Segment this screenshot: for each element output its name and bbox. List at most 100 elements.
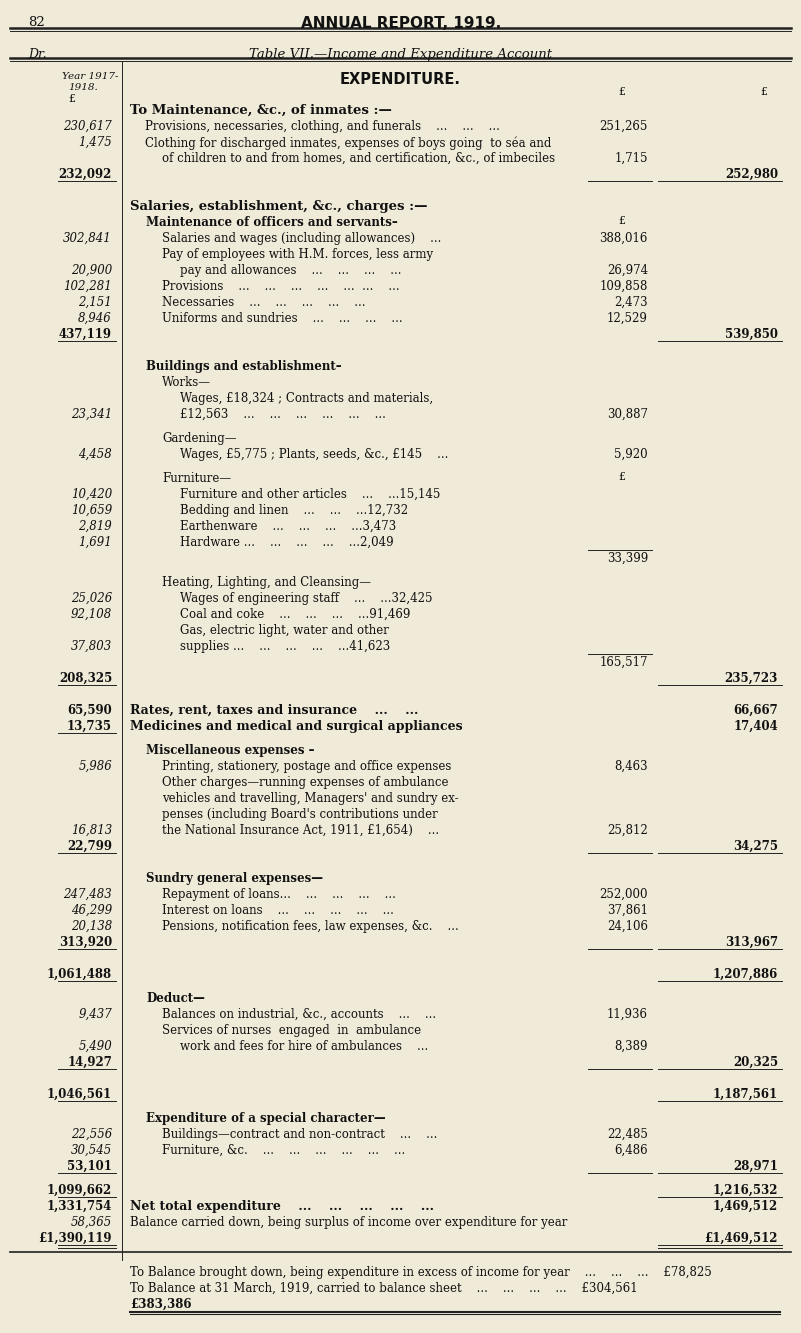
Text: Dr.: Dr. [28, 48, 46, 61]
Text: Pensions, notification fees, law expenses, &c.    ...: Pensions, notification fees, law expense… [162, 920, 459, 933]
Text: Medicines and medical and surgical appliances: Medicines and medical and surgical appli… [130, 720, 463, 733]
Text: 28,971: 28,971 [733, 1160, 778, 1173]
Text: £: £ [760, 87, 767, 97]
Text: Wages, £18,324 ; Contracts and materials,: Wages, £18,324 ; Contracts and materials… [180, 392, 433, 405]
Text: vehicles and travelling, Managers' and sundry ex-: vehicles and travelling, Managers' and s… [162, 792, 459, 805]
Text: 26,974: 26,974 [607, 264, 648, 277]
Text: Services of nurses  engaged  in  ambulance: Services of nurses engaged in ambulance [162, 1024, 421, 1037]
Text: Wages, £5,775 ; Plants, seeds, &c., £145    ...: Wages, £5,775 ; Plants, seeds, &c., £145… [180, 448, 449, 461]
Text: £12,563    ...    ...    ...    ...    ...    ...: £12,563 ... ... ... ... ... ... [180, 408, 386, 421]
Text: 235,723: 235,723 [725, 672, 778, 685]
Text: Rates, rent, taxes and insurance    ...    ...: Rates, rent, taxes and insurance ... ... [130, 704, 418, 717]
Text: 1,216,532: 1,216,532 [713, 1184, 778, 1197]
Text: Other charges—running expenses of ambulance: Other charges—running expenses of ambula… [162, 776, 449, 789]
Text: £: £ [68, 95, 75, 104]
Text: ANNUAL REPORT, 1919.: ANNUAL REPORT, 1919. [301, 16, 501, 31]
Text: supplies ...    ...    ...    ...    ...41,623: supplies ... ... ... ... ...41,623 [180, 640, 390, 653]
Text: Buildings—contract and non-contract    ...    ...: Buildings—contract and non-contract ... … [162, 1128, 437, 1141]
Text: Deduct—: Deduct— [146, 992, 205, 1005]
Text: pay and allowances    ...    ...    ...    ...: pay and allowances ... ... ... ... [180, 264, 401, 277]
Text: 2,819: 2,819 [78, 520, 112, 533]
Text: 46,299: 46,299 [70, 904, 112, 917]
Text: 82: 82 [28, 16, 45, 29]
Text: Furniture, &c.    ...    ...    ...    ...    ...    ...: Furniture, &c. ... ... ... ... ... ... [162, 1144, 405, 1157]
Text: 437,119: 437,119 [59, 328, 112, 341]
Text: 1,475: 1,475 [78, 136, 112, 149]
Text: Clothing for discharged inmates, expenses of boys going  to séa and: Clothing for discharged inmates, expense… [145, 136, 551, 149]
Text: 302,841: 302,841 [63, 232, 112, 245]
Text: 1918.: 1918. [68, 83, 98, 92]
Text: 24,106: 24,106 [607, 920, 648, 933]
Text: 252,000: 252,000 [599, 888, 648, 901]
Text: Buildings and establishment–: Buildings and establishment– [146, 360, 341, 373]
Text: 1,715: 1,715 [614, 152, 648, 165]
Text: 23,341: 23,341 [70, 408, 112, 421]
Text: 1,469,512: 1,469,512 [713, 1200, 778, 1213]
Text: Gardening—: Gardening— [162, 432, 236, 445]
Text: 22,556: 22,556 [70, 1128, 112, 1141]
Text: 1,331,754: 1,331,754 [46, 1200, 112, 1213]
Text: 58,365: 58,365 [70, 1216, 112, 1229]
Text: 20,138: 20,138 [70, 920, 112, 933]
Text: 30,887: 30,887 [607, 408, 648, 421]
Text: 232,092: 232,092 [58, 168, 112, 181]
Text: 102,281: 102,281 [63, 280, 112, 293]
Text: Provisions, necessaries, clothing, and funerals    ...    ...    ...: Provisions, necessaries, clothing, and f… [145, 120, 500, 133]
Text: Furniture—: Furniture— [162, 472, 231, 485]
Text: £: £ [618, 472, 625, 483]
Text: 539,850: 539,850 [725, 328, 778, 341]
Text: 20,900: 20,900 [70, 264, 112, 277]
Text: 30,545: 30,545 [70, 1144, 112, 1157]
Text: 9,437: 9,437 [78, 1008, 112, 1021]
Text: Heating, Lighting, and Cleansing—: Heating, Lighting, and Cleansing— [162, 576, 371, 589]
Text: 5,986: 5,986 [78, 760, 112, 773]
Text: Balances on industrial, &c., accounts    ...    ...: Balances on industrial, &c., accounts ..… [162, 1008, 436, 1021]
Text: Coal and coke    ...    ...    ...    ...91,469: Coal and coke ... ... ... ...91,469 [180, 608, 410, 621]
Text: Furniture and other articles    ...    ...15,145: Furniture and other articles ... ...15,1… [180, 488, 441, 501]
Text: £: £ [618, 216, 625, 227]
Text: 230,617: 230,617 [63, 120, 112, 133]
Text: To Balance at 31 March, 1919, carried to balance sheet    ...    ...    ...    .: To Balance at 31 March, 1919, carried to… [130, 1282, 638, 1294]
Text: 1,046,561: 1,046,561 [47, 1088, 112, 1101]
Text: £: £ [618, 87, 625, 97]
Text: 1,187,561: 1,187,561 [713, 1088, 778, 1101]
Text: Hardware ...    ...    ...    ...    ...2,049: Hardware ... ... ... ... ...2,049 [180, 536, 393, 549]
Text: Provisions    ...    ...    ...    ...    ...  ...    ...: Provisions ... ... ... ... ... ... ... [162, 280, 400, 293]
Text: Earthenware    ...    ...    ...    ...3,473: Earthenware ... ... ... ...3,473 [180, 520, 396, 533]
Text: Maintenance of officers and servants–: Maintenance of officers and servants– [146, 216, 398, 229]
Text: Repayment of loans...    ...    ...    ...    ...: Repayment of loans... ... ... ... ... [162, 888, 396, 901]
Text: Pay of employees with H.M. forces, less army: Pay of employees with H.M. forces, less … [162, 248, 433, 261]
Text: 12,529: 12,529 [607, 312, 648, 325]
Text: 8,946: 8,946 [78, 312, 112, 325]
Text: 34,275: 34,275 [733, 840, 778, 853]
Text: 8,389: 8,389 [614, 1040, 648, 1053]
Text: Miscellaneous expenses –: Miscellaneous expenses – [146, 744, 315, 757]
Text: the National Insurance Act, 1911, £1,654)    ...: the National Insurance Act, 1911, £1,654… [162, 824, 439, 837]
Text: 8,463: 8,463 [614, 760, 648, 773]
Text: 5,920: 5,920 [614, 448, 648, 461]
Text: 65,590: 65,590 [67, 704, 112, 717]
Text: Sundry general expenses—: Sundry general expenses— [146, 872, 323, 885]
Text: Salaries, establishment, &c., charges :—: Salaries, establishment, &c., charges :— [130, 200, 428, 213]
Text: 251,265: 251,265 [600, 120, 648, 133]
Text: of children to and from homes, and certification, &c., of imbeciles: of children to and from homes, and certi… [162, 152, 555, 165]
Text: 37,803: 37,803 [70, 640, 112, 653]
Text: 22,485: 22,485 [607, 1128, 648, 1141]
Text: Works—: Works— [162, 376, 211, 389]
Text: 165,517: 165,517 [599, 656, 648, 669]
Text: 6,486: 6,486 [614, 1144, 648, 1157]
Text: 109,858: 109,858 [600, 280, 648, 293]
Text: penses (including Board's contributions under: penses (including Board's contributions … [162, 808, 438, 821]
Text: 25,026: 25,026 [70, 592, 112, 605]
Text: Net total expenditure    ...    ...    ...    ...    ...: Net total expenditure ... ... ... ... ..… [130, 1200, 434, 1213]
Text: Expenditure of a special character—: Expenditure of a special character— [146, 1112, 385, 1125]
Text: To Maintenance, &c., of inmates :—: To Maintenance, &c., of inmates :— [130, 104, 392, 117]
Text: 14,927: 14,927 [67, 1056, 112, 1069]
Text: 4,458: 4,458 [78, 448, 112, 461]
Text: Table VII.—Income and Expenditure Account: Table VII.—Income and Expenditure Accoun… [249, 48, 553, 61]
Text: 37,861: 37,861 [607, 904, 648, 917]
Text: 92,108: 92,108 [70, 608, 112, 621]
Text: Balance carried down, being surplus of income over expenditure for year: Balance carried down, being surplus of i… [130, 1216, 567, 1229]
Text: Printing, stationery, postage and office expenses: Printing, stationery, postage and office… [162, 760, 452, 773]
Text: £1,390,119: £1,390,119 [38, 1232, 112, 1245]
